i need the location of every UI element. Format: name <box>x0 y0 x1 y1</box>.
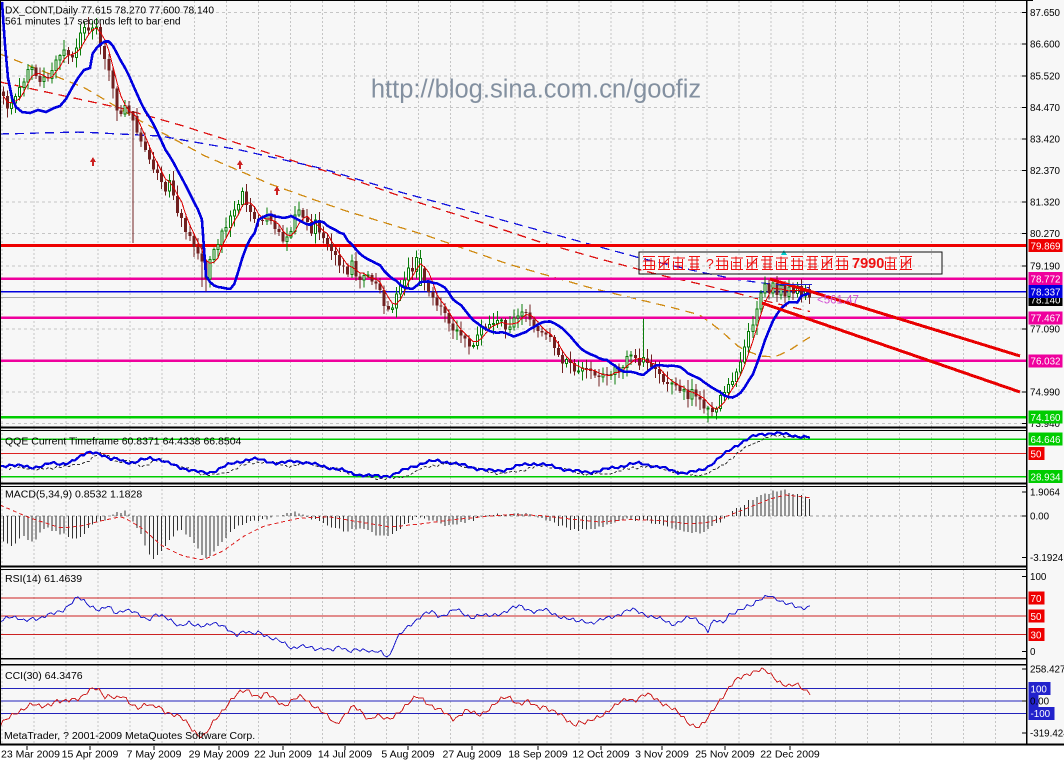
svg-text:?: ? <box>706 256 714 272</box>
svg-text:-100: -100 <box>1031 709 1051 720</box>
svg-text:79.190: 79.190 <box>1030 262 1061 273</box>
svg-text:84.470: 84.470 <box>1030 103 1061 114</box>
svg-text:50: 50 <box>1031 449 1042 460</box>
svg-text:100: 100 <box>1031 684 1048 695</box>
svg-text:87.650: 87.650 <box>1030 8 1061 19</box>
svg-text:78.772: 78.772 <box>1031 274 1061 285</box>
svg-text:http://blog.sina.com.cn/goofiz: http://blog.sina.com.cn/goofiz <box>371 76 701 104</box>
svg-text:74.160: 74.160 <box>1031 413 1062 424</box>
svg-text:73.940: 73.940 <box>1030 419 1061 430</box>
svg-text:MACD(5,34,9) 0.8532 1.1828: MACD(5,34,9) 0.8532 1.1828 <box>5 489 142 501</box>
svg-text:70: 70 <box>1031 594 1042 605</box>
svg-text:0.00: 0.00 <box>1030 696 1050 707</box>
svg-text:27 Aug 2009: 27 Aug 2009 <box>443 749 502 761</box>
svg-text:561 minutes 17 seconds left to: 561 minutes 17 seconds left to bar end <box>5 17 181 28</box>
svg-text:22 Dec 2009: 22 Dec 2009 <box>760 749 820 761</box>
svg-text:3 Nov 2009: 3 Nov 2009 <box>635 749 689 761</box>
svg-text:22 Jun 2009: 22 Jun 2009 <box>254 749 312 761</box>
svg-text:78.140: 78.140 <box>1031 295 1062 306</box>
svg-text:5 Aug 2009: 5 Aug 2009 <box>381 749 434 761</box>
svg-text:29 May 2009: 29 May 2009 <box>189 749 250 761</box>
svg-text:64.646: 64.646 <box>1031 435 1062 446</box>
svg-text:QQE Current Timeframe 60.8371: QQE Current Timeframe 60.8371 64.4338 66… <box>5 436 242 448</box>
svg-text:25 Nov 2009: 25 Nov 2009 <box>695 749 755 761</box>
svg-text:258.4275: 258.4275 <box>1030 665 1064 676</box>
svg-text:77.090: 77.090 <box>1030 325 1061 336</box>
svg-text:18 Sep 2009: 18 Sep 2009 <box>508 749 568 761</box>
svg-text:82.370: 82.370 <box>1030 166 1061 177</box>
svg-text:81.320: 81.320 <box>1030 198 1061 209</box>
svg-text:14 Jul 2009: 14 Jul 2009 <box>318 749 372 761</box>
svg-text:28.934: 28.934 <box>1031 472 1062 483</box>
svg-text:7 May 2009: 7 May 2009 <box>127 749 182 761</box>
svg-text:RSI(14) 61.4639: RSI(14) 61.4639 <box>5 573 82 585</box>
svg-text:15 Apr 2009: 15 Apr 2009 <box>62 749 119 761</box>
svg-text:-319.4246: -319.4246 <box>1030 729 1064 740</box>
svg-text:DX_CONT,Daily 77.615 78.270 7: DX_CONT,Daily 77.615 78.270 77.600 78.14… <box>5 6 214 17</box>
svg-text:78.337: 78.337 <box>1031 288 1061 299</box>
svg-text:80.270: 80.270 <box>1030 229 1061 240</box>
svg-text:7990: 7990 <box>852 256 884 272</box>
svg-text:100: 100 <box>1030 572 1047 583</box>
svg-text:0: 0 <box>1030 647 1036 658</box>
svg-text:86.600: 86.600 <box>1030 39 1061 50</box>
svg-text:83.420: 83.420 <box>1030 135 1061 146</box>
svg-text:85.520: 85.520 <box>1030 72 1061 83</box>
svg-text:74.990: 74.990 <box>1030 388 1061 399</box>
svg-text:0.00: 0.00 <box>1030 512 1050 523</box>
svg-text:CCI(30) 64.3476: CCI(30) 64.3476 <box>5 670 83 682</box>
svg-text:-3.1924: -3.1924 <box>1030 553 1064 564</box>
svg-text:77.467: 77.467 <box>1031 314 1061 325</box>
svg-text:76.032: 76.032 <box>1031 357 1061 368</box>
svg-text:MetaTrader, ? 2001-2009 MetaQu: MetaTrader, ? 2001-2009 MetaQuotes Softw… <box>4 730 255 742</box>
svg-text:<561.47: <561.47 <box>817 295 859 307</box>
svg-text:30: 30 <box>1031 630 1042 641</box>
svg-text:12 Oct 2009: 12 Oct 2009 <box>572 749 629 761</box>
svg-text:79.869: 79.869 <box>1031 242 1061 253</box>
svg-text:23 Mar 2009: 23 Mar 2009 <box>1 749 60 761</box>
svg-text:50: 50 <box>1031 612 1042 623</box>
svg-text:1.9064: 1.9064 <box>1030 488 1061 499</box>
